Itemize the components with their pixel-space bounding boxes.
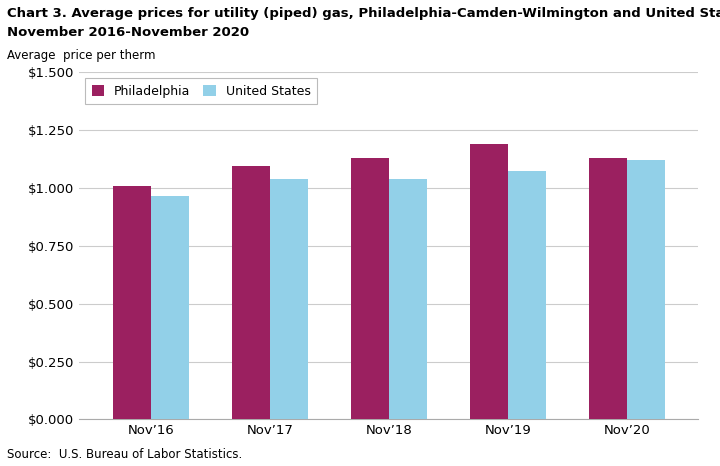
Bar bbox=[351, 158, 389, 419]
Legend: Philadelphia, United States: Philadelphia, United States bbox=[86, 78, 317, 104]
Text: November 2016-November 2020: November 2016-November 2020 bbox=[7, 26, 249, 39]
Bar bbox=[150, 196, 189, 419]
Bar bbox=[627, 160, 665, 419]
Bar bbox=[232, 166, 270, 419]
Bar bbox=[112, 186, 150, 419]
Text: Chart 3. Average prices for utility (piped) gas, Philadelphia-Camden-Wilmington : Chart 3. Average prices for utility (pip… bbox=[7, 7, 720, 20]
Bar bbox=[389, 179, 427, 419]
Bar bbox=[469, 144, 508, 419]
Text: Source:  U.S. Bureau of Labor Statistics.: Source: U.S. Bureau of Labor Statistics. bbox=[7, 448, 243, 461]
Text: Average  price per therm: Average price per therm bbox=[7, 49, 156, 62]
Bar bbox=[589, 158, 627, 419]
Bar bbox=[270, 178, 308, 419]
Bar bbox=[508, 171, 546, 419]
